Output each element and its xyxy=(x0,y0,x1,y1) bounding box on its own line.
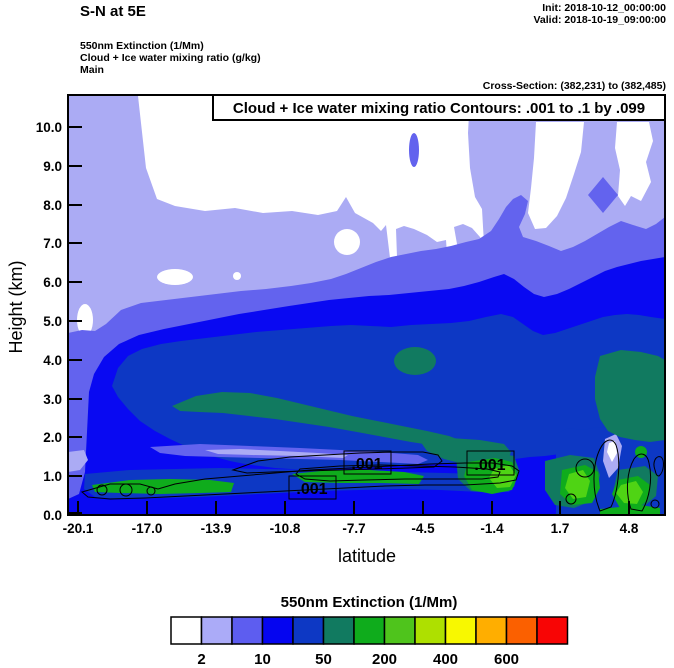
legend-tick-label: 200 xyxy=(372,651,397,668)
white-right-lobe-b xyxy=(615,122,653,206)
white-hole-3 xyxy=(334,229,360,255)
left-edge-lavender-notch xyxy=(68,450,88,472)
legend-swatch xyxy=(231,616,264,645)
legend-swatch xyxy=(170,616,203,645)
bright-green-spot-3 xyxy=(616,481,643,504)
white-upper-bay xyxy=(138,96,484,299)
fill-white-regions xyxy=(77,96,653,336)
y-tick-label: 1.0 xyxy=(43,469,62,484)
y-tick-label: 4.0 xyxy=(43,353,62,368)
contour-circle-1 xyxy=(96,484,108,496)
teal-right-mass xyxy=(595,350,665,442)
teal-elongated-core xyxy=(172,392,462,448)
y-tick-label: 0.0 xyxy=(43,508,62,523)
x-tick-label: -13.9 xyxy=(201,521,232,536)
legend-tick-label: 2 xyxy=(197,651,205,668)
y-tick-label: 3.0 xyxy=(43,392,62,407)
y-tick-label: 8.0 xyxy=(43,198,62,213)
cross-section-label: Cross-Section: (382,231) to (382,485) xyxy=(483,80,666,92)
contour-label-2: .001 xyxy=(474,457,505,474)
legend-title: 550nm Extinction (1/Mm) xyxy=(281,594,458,611)
violet-top-wisp xyxy=(409,133,419,167)
legend-swatch xyxy=(536,616,569,645)
x-tick-label: -7.7 xyxy=(342,521,365,536)
x-tick-labels: -20.1 -17.0 -13.9 -10.8 -7.7 -4.5 -1.4 1… xyxy=(63,521,639,536)
x-axis-title: latitude xyxy=(338,546,396,566)
legend-swatch xyxy=(292,616,325,645)
field-label-domain: Main xyxy=(80,64,104,76)
contour-right-dot-2 xyxy=(565,493,577,505)
contour-banner-text: Cloud + Ice water mixing ratio Contours:… xyxy=(233,100,645,117)
contour-label-box-1 xyxy=(343,450,392,475)
contour-banner-box xyxy=(212,94,666,121)
x-tick-label: -1.4 xyxy=(480,521,504,536)
teal-midlevel-blob xyxy=(394,347,436,375)
white-hole-left-edge xyxy=(77,304,93,336)
contour-circle-3 xyxy=(146,486,156,496)
right-bottom-white-sliver xyxy=(607,441,617,462)
x-tick-label: 1.7 xyxy=(551,521,570,536)
contour-right-circle xyxy=(575,458,595,478)
x-tick-label: -20.1 xyxy=(63,521,94,536)
legend-tick-label: 400 xyxy=(433,651,458,668)
x-tick-label: -17.0 xyxy=(132,521,163,536)
legend-swatch xyxy=(261,616,294,645)
contour-field: .001 .001 .001 xyxy=(68,95,665,515)
legend-swatch xyxy=(475,616,508,645)
contour-circle-2 xyxy=(119,483,133,497)
y-tick-label: 5.0 xyxy=(43,314,62,329)
white-hole-2 xyxy=(233,272,241,280)
legend-swatch xyxy=(200,616,233,645)
contour-right-loop-2 xyxy=(626,453,652,512)
legend-swatch xyxy=(322,616,355,645)
green-surface-streak-left xyxy=(92,479,234,494)
legend-colorbar xyxy=(170,616,569,645)
contour-right-small-loop xyxy=(653,456,664,477)
cloud-water-contours xyxy=(80,439,664,512)
contour-labels: .001 .001 .001 xyxy=(288,450,515,500)
y-tick-label: 6.0 xyxy=(43,275,62,290)
contour-right-tall-loop xyxy=(593,439,620,512)
valid-timestamp: Valid: 2018-10-19_09:00:00 xyxy=(533,14,666,26)
dark-blue-elevated-mass xyxy=(112,314,665,470)
contour-label-box-3 xyxy=(288,475,337,500)
contour-label-1: .001 xyxy=(351,456,382,473)
legend-swatch xyxy=(414,616,447,645)
contour-right-dot-1 xyxy=(650,499,660,509)
x-tick-label: -4.5 xyxy=(411,521,435,536)
y-tick-label: 7.0 xyxy=(43,236,62,251)
legend-swatch xyxy=(353,616,386,645)
violet-diamond xyxy=(588,177,618,213)
y-tick-labels: 10.0 9.0 8.0 7.0 6.0 5.0 4.0 3.0 2.0 1.0… xyxy=(36,120,62,523)
x-tick-label: -10.8 xyxy=(270,521,301,536)
legend-swatch xyxy=(383,616,416,645)
legend-tick-label: 10 xyxy=(254,651,271,668)
y-tick-label: 10.0 xyxy=(36,120,62,135)
contour-loop-surface-inner xyxy=(295,464,501,482)
y-axis-title: Height (km) xyxy=(6,260,26,353)
legend-tick-label: 600 xyxy=(494,651,519,668)
field-label-extinction: 550nm Extinction (1/Mm) xyxy=(80,40,204,52)
legend-tick-labels: 2 10 50 200 400 600 xyxy=(197,651,519,668)
contour-loop-surface-long xyxy=(80,462,520,500)
legend-swatch xyxy=(505,616,538,645)
x-tick-label: 4.8 xyxy=(620,521,639,536)
y-tick-label: 2.0 xyxy=(43,430,62,445)
y-tick-label: 9.0 xyxy=(43,159,62,174)
field-label-mixing-ratio: Cloud + Ice water mixing ratio (g/kg) xyxy=(80,52,261,64)
contour-label-box-2 xyxy=(466,450,515,476)
white-hole-1 xyxy=(157,269,193,285)
contour-label-3: .001 xyxy=(296,481,327,498)
legend-tick-label: 50 xyxy=(315,651,332,668)
page-title: S-N at 5E xyxy=(80,3,146,20)
axis-ticks xyxy=(69,126,630,514)
legend-swatch xyxy=(444,616,477,645)
white-right-lobe-a xyxy=(528,122,584,229)
init-timestamp: Init: 2018-10-12_00:00:00 xyxy=(542,2,666,14)
